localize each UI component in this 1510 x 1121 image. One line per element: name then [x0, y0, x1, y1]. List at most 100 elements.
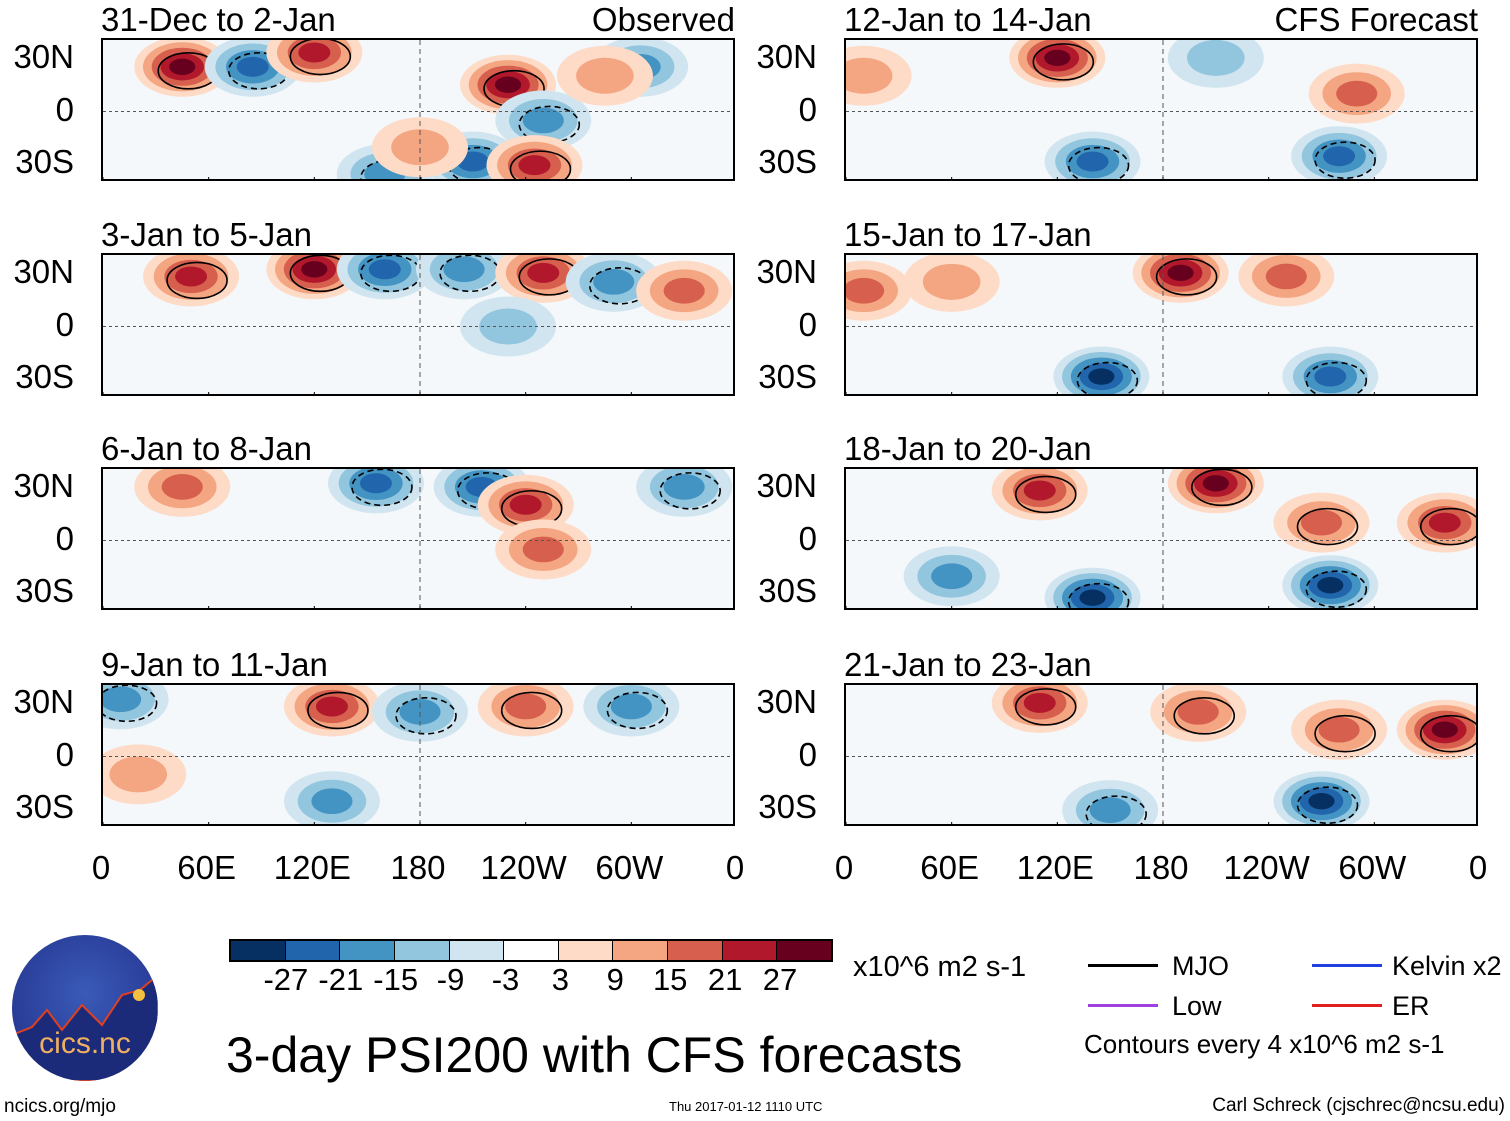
- colorbar-swatch: [231, 941, 286, 960]
- mjo-contour: [500, 691, 563, 730]
- lon-tick-label: 120E: [1016, 849, 1094, 886]
- legend-kelvin: Kelvin x2: [1392, 951, 1502, 981]
- lat-tick-label: 30N: [13, 38, 74, 75]
- column-header: Observed: [591, 1, 735, 38]
- mjo-contour: [1067, 582, 1130, 608]
- mjo-contour: [509, 150, 572, 179]
- units-label: x10^6 m2 s-1: [853, 951, 1027, 983]
- negative-anomaly: [103, 685, 169, 730]
- positive-anomaly: [495, 519, 592, 580]
- lat-tick-label: 30N: [756, 683, 817, 720]
- lat-tick-label: 30N: [756, 38, 817, 75]
- negative-anomaly: [1044, 131, 1141, 179]
- mjo-contour: [307, 691, 369, 730]
- positive-anomaly: [1308, 63, 1405, 124]
- mjo-contour: [166, 261, 228, 300]
- colorbar: [229, 939, 833, 962]
- legend-mjo-line: [1088, 964, 1158, 967]
- contour-note: Contours every 4 x10^6 m2 s-1: [1084, 1029, 1445, 1059]
- panel-title: 9-Jan to 11-Jan: [101, 646, 328, 683]
- negative-anomaly: [1282, 346, 1379, 394]
- positive-anomaly: [143, 255, 240, 307]
- lon-tick-label: 60W: [1338, 849, 1407, 886]
- negative-anomaly: [1062, 780, 1159, 824]
- negative-anomaly: [416, 255, 513, 300]
- negative-anomaly: [1167, 40, 1264, 88]
- lat-tick-label: 30S: [758, 788, 817, 825]
- footer-author: Carl Schreck (cjschrec@ncsu.edu): [1212, 1095, 1505, 1116]
- negative-anomaly: [1053, 346, 1150, 394]
- negative-anomaly: [1044, 567, 1141, 608]
- colorbar-swatch: [722, 941, 778, 960]
- colorbar-swatch: [504, 941, 559, 960]
- mjo-contour: [1173, 697, 1236, 735]
- positive-anomaly: [556, 45, 653, 106]
- negative-anomaly: [1273, 771, 1370, 824]
- panel-title: 6-Jan to 8-Jan: [101, 430, 312, 467]
- positive-anomaly: [1132, 255, 1229, 303]
- positive-anomaly: [636, 260, 733, 321]
- lat-tick-label: 30N: [13, 683, 74, 720]
- lat-tick-label: 30S: [15, 788, 74, 825]
- mjo-contour: [1314, 714, 1376, 753]
- lon-tick-label: 0: [725, 849, 745, 886]
- mjo-contour: [1076, 361, 1139, 394]
- mjo-contour: [1296, 786, 1359, 824]
- legend-mjo: MJO: [1172, 951, 1229, 981]
- colorbar-tick-label: -15: [373, 962, 419, 997]
- map-panel: [101, 38, 735, 181]
- positive-anomaly: [495, 255, 592, 303]
- mjo-contour: [659, 472, 721, 510]
- positive-anomaly: [477, 685, 574, 737]
- panel-title: 18-Jan to 20-Jan: [844, 430, 1092, 467]
- legend-er-line: [1312, 1004, 1382, 1007]
- figure-title: 3-day PSI200 with CFS forecasts: [226, 1027, 963, 1083]
- panel-title: 3-Jan to 5-Jan: [101, 216, 312, 253]
- map-panel: [101, 467, 735, 610]
- positive-anomaly: [846, 45, 912, 106]
- mjo-contour: [1314, 141, 1376, 179]
- panel-title: 15-Jan to 17-Jan: [844, 216, 1092, 253]
- negative-anomaly: [903, 546, 1000, 607]
- negative-anomaly: [460, 296, 557, 357]
- colorbar-tick-label: 15: [652, 962, 688, 997]
- cics-logo: cics.nc: [12, 935, 158, 1081]
- mjo-contour: [1014, 475, 1077, 514]
- legend-kelvin-line: [1312, 964, 1382, 967]
- positive-anomaly: [903, 255, 1000, 312]
- lat-tick-label: 0: [798, 91, 817, 128]
- colorbar-tick-label: 21: [707, 962, 743, 997]
- column-header: CFS Forecast: [1274, 1, 1478, 38]
- footer-url[interactable]: ncics.org/mjo: [4, 1096, 116, 1117]
- map-panel: [844, 683, 1478, 826]
- lat-tick-label: 30S: [15, 358, 74, 395]
- lat-tick-label: 0: [55, 91, 74, 128]
- lat-tick-label: 30S: [758, 358, 817, 395]
- lon-tick-label: 120W: [480, 849, 567, 886]
- panel-title: 12-Jan to 14-Jan: [844, 1, 1092, 38]
- positive-anomaly: [991, 685, 1088, 733]
- colorbar-swatch: [394, 941, 450, 960]
- map-panel: [844, 467, 1478, 610]
- lat-tick-label: 0: [798, 306, 817, 343]
- lon-tick-label: 120W: [1223, 849, 1310, 886]
- negative-anomaly: [495, 90, 592, 151]
- mjo-contour: [351, 469, 413, 507]
- mjo-contour: [395, 697, 457, 735]
- positive-anomaly: [372, 117, 468, 178]
- positive-anomaly: [1291, 699, 1388, 760]
- positive-anomaly: [1273, 492, 1370, 553]
- map-panel: [844, 253, 1478, 396]
- colorbar-swatch: [558, 941, 614, 960]
- positive-anomaly: [1396, 492, 1476, 553]
- positive-anomaly: [486, 135, 583, 179]
- mjo-contour: [1067, 146, 1130, 179]
- mjo-contour: [1014, 688, 1077, 726]
- lon-tick-label: 180: [1133, 849, 1189, 886]
- lat-tick-label: 0: [55, 520, 74, 557]
- mjo-contour: [1085, 795, 1147, 824]
- lat-tick-label: 30S: [758, 143, 817, 180]
- mjo-contour: [289, 40, 352, 76]
- positive-anomaly: [1150, 685, 1247, 742]
- colorbar-swatch: [449, 941, 505, 960]
